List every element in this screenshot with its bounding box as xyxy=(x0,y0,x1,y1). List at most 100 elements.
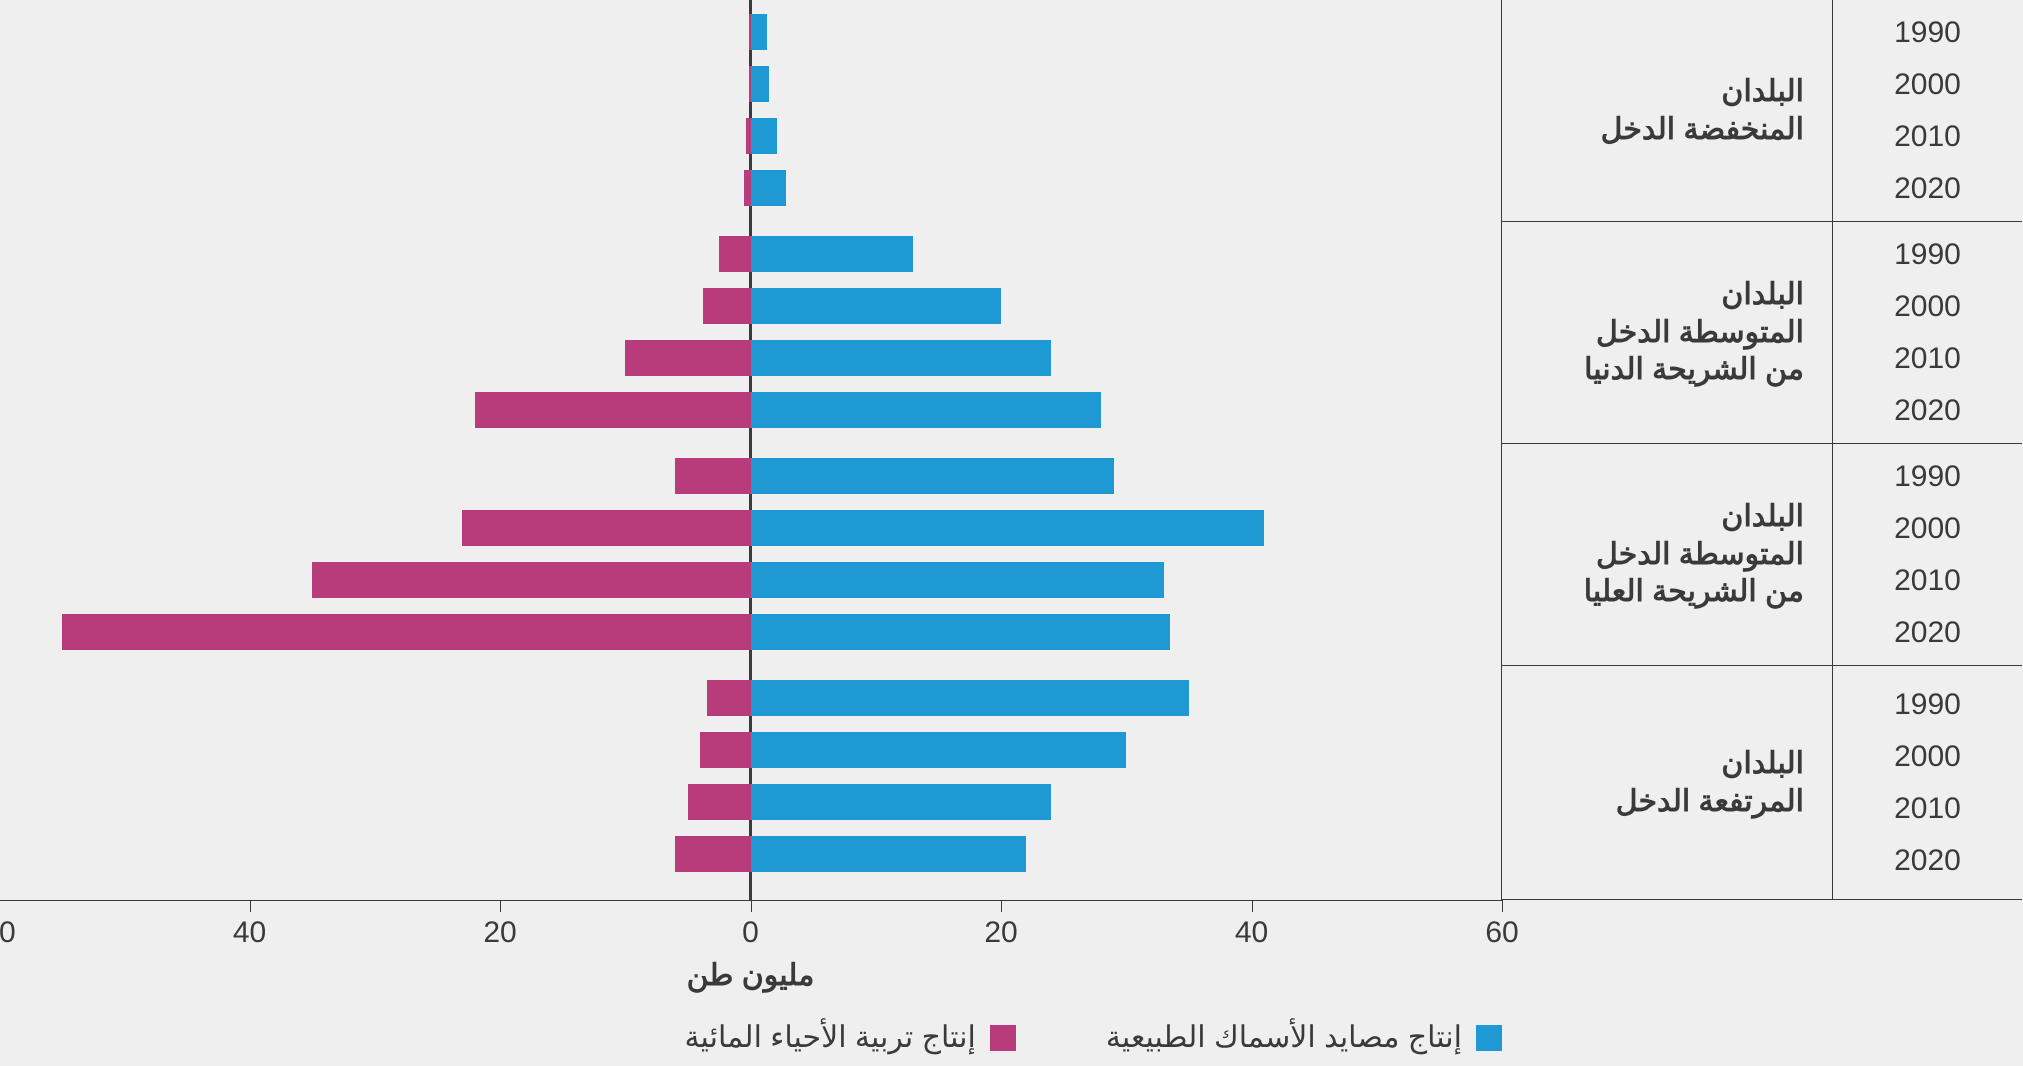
bar-row xyxy=(0,614,1503,650)
bar-row xyxy=(0,510,1503,546)
legend-label: إنتاج مصايد الأسماك الطبيعية xyxy=(1107,1020,1463,1055)
x-tick-label: 20 xyxy=(484,916,517,950)
category-label: البلدانالمنخفضة الدخل xyxy=(1503,73,1833,148)
bar-row xyxy=(0,680,1503,716)
bar-fisheries xyxy=(752,118,778,154)
legend: إنتاج مصايد الأسماك الطبيعية إنتاج تربية … xyxy=(685,1020,1503,1055)
bar-fisheries xyxy=(752,392,1103,428)
x-tick xyxy=(1503,900,1504,912)
x-tick xyxy=(0,900,1,912)
year-label: 1990 xyxy=(1895,16,1962,50)
category-label: البلدانالمتوسطة الدخلمن الشريحة الدنيا xyxy=(1503,276,1833,389)
bar-fisheries xyxy=(752,288,1003,324)
bar-fisheries xyxy=(752,562,1165,598)
bar-aquaculture xyxy=(676,836,751,872)
x-tick-label: 40 xyxy=(1236,916,1269,950)
category-high: 1990 2000 2010 2020 البلدانالمرتفعة الدخل xyxy=(1503,666,2023,900)
bar-fisheries xyxy=(752,614,1172,650)
bar-row xyxy=(0,66,1503,102)
x-tick xyxy=(1002,900,1003,912)
x-tick xyxy=(1253,900,1254,912)
x-tick xyxy=(251,900,252,912)
year-label: 2010 xyxy=(1895,342,1962,376)
bar-fisheries xyxy=(752,14,768,50)
bar-fisheries xyxy=(752,784,1053,820)
bar-aquaculture xyxy=(747,118,751,154)
bar-row xyxy=(0,562,1503,598)
x-axis-label: مليون طن xyxy=(688,958,816,993)
bar-aquaculture xyxy=(313,562,751,598)
bar-aquaculture xyxy=(750,66,751,102)
bar-row xyxy=(0,236,1503,272)
bar-row xyxy=(0,170,1503,206)
year-column: 1990 2000 2010 2020 xyxy=(1833,666,2023,899)
bar-fisheries xyxy=(752,458,1115,494)
year-label: 1990 xyxy=(1895,238,1962,272)
category-low: 1990 2000 2010 2020 البلدانالمنخفضة الدخل xyxy=(1503,0,2023,222)
legend-item-aquaculture: إنتاج تربية الأحياء المائية xyxy=(685,1020,1016,1055)
legend-label: إنتاج تربية الأحياء المائية xyxy=(685,1020,976,1055)
year-label: 2010 xyxy=(1895,564,1962,598)
category-label: البلدانالمرتفعة الدخل xyxy=(1503,745,1833,820)
bar-row xyxy=(0,836,1503,872)
year-label: 1990 xyxy=(1895,460,1962,494)
x-tick-label: 60 xyxy=(0,916,17,950)
bar-row xyxy=(0,288,1503,324)
bar-row xyxy=(0,732,1503,768)
year-label: 2000 xyxy=(1895,290,1962,324)
bar-aquaculture xyxy=(476,392,752,428)
bar-aquaculture xyxy=(708,680,752,716)
bar-row xyxy=(0,458,1503,494)
x-tick-label: 60 xyxy=(1486,916,1519,950)
bar-aquaculture xyxy=(626,340,751,376)
year-column: 1990 2000 2010 2020 xyxy=(1833,444,2023,665)
bar-fisheries xyxy=(752,510,1266,546)
bar-aquaculture xyxy=(720,236,751,272)
category-panel: 1990200020102020البلدانالمنخفضة الدخل199… xyxy=(1502,0,2023,900)
bar-aquaculture xyxy=(701,732,751,768)
legend-swatch xyxy=(991,1025,1017,1051)
bar-fisheries xyxy=(752,836,1028,872)
year-label: 2020 xyxy=(1895,616,1962,650)
chart-plot xyxy=(0,0,1503,900)
bar-aquaculture xyxy=(750,14,751,50)
bar-row xyxy=(0,340,1503,376)
year-column: 1990 2000 2010 2020 xyxy=(1833,0,2023,221)
bar-aquaculture xyxy=(63,614,752,650)
bar-row xyxy=(0,784,1503,820)
x-tick-label: 40 xyxy=(234,916,267,950)
year-column: 1990 2000 2010 2020 xyxy=(1833,222,2023,443)
x-tick-label: 0 xyxy=(743,916,760,950)
x-tick xyxy=(501,900,502,912)
year-label: 2020 xyxy=(1895,844,1962,878)
year-label: 2000 xyxy=(1895,512,1962,546)
bar-aquaculture xyxy=(463,510,751,546)
category-lmc: 1990 2000 2010 2020 البلدانالمتوسطة الدخلمن … xyxy=(1503,222,2023,444)
bar-row xyxy=(0,14,1503,50)
bar-fisheries xyxy=(752,732,1128,768)
year-label: 2020 xyxy=(1895,394,1962,428)
bar-fisheries xyxy=(752,340,1053,376)
x-tick xyxy=(752,900,753,912)
category-label: البلدانالمتوسطة الدخلمن الشريحة العليا xyxy=(1503,498,1833,611)
year-label: 1990 xyxy=(1895,688,1962,722)
year-label: 2000 xyxy=(1895,68,1962,102)
bar-aquaculture xyxy=(745,170,751,206)
year-label: 2000 xyxy=(1895,740,1962,774)
year-label: 2020 xyxy=(1895,172,1962,206)
legend-swatch xyxy=(1477,1025,1503,1051)
bar-fisheries xyxy=(752,170,787,206)
bar-row xyxy=(0,392,1503,428)
bar-aquaculture xyxy=(689,784,752,820)
legend-item-fisheries: إنتاج مصايد الأسماك الطبيعية xyxy=(1107,1020,1503,1055)
bar-fisheries xyxy=(752,680,1190,716)
category-umc: 1990 2000 2010 2020 البلدانالمتوسطة الدخلمن … xyxy=(1503,444,2023,666)
bar-aquaculture xyxy=(704,288,752,324)
bar-aquaculture xyxy=(676,458,751,494)
year-label: 2010 xyxy=(1895,792,1962,826)
year-label: 2010 xyxy=(1895,120,1962,154)
bar-row xyxy=(0,118,1503,154)
bar-fisheries xyxy=(752,236,915,272)
bar-fisheries xyxy=(752,66,771,102)
x-tick-label: 20 xyxy=(985,916,1018,950)
